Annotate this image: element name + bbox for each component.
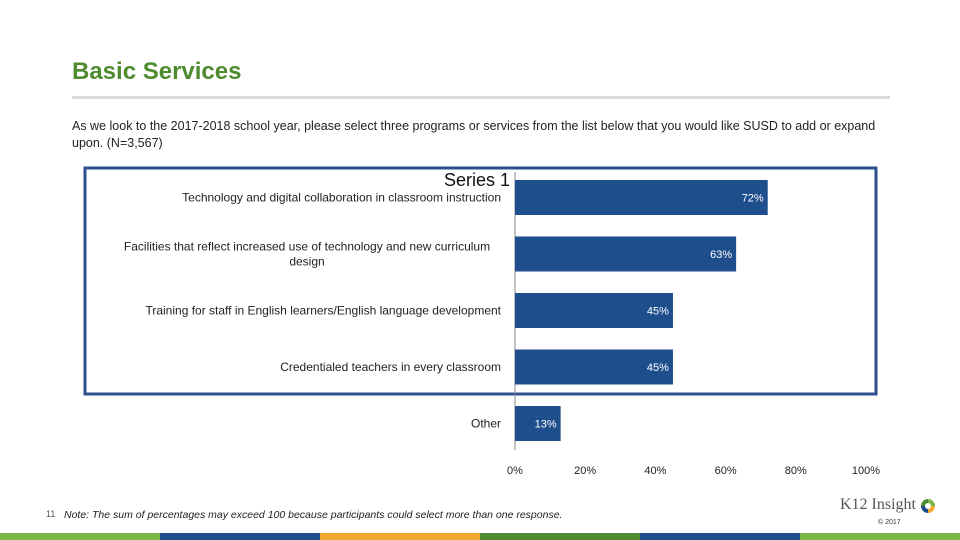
k12-insight-logo-icon (921, 499, 935, 513)
x-tick-label: 20% (574, 465, 596, 477)
x-tick-label: 0% (507, 465, 523, 477)
footer-bar-segment (0, 533, 160, 540)
bar (515, 236, 737, 272)
x-tick-label: 60% (715, 465, 737, 477)
data-label: 45% (647, 306, 669, 318)
bar (515, 406, 561, 441)
category-label: design (289, 255, 324, 269)
bar (515, 180, 768, 215)
copyright-text: © 2017 (878, 519, 901, 526)
company-logo: K12 Insight (840, 496, 940, 526)
page-number: 11 (46, 509, 56, 519)
highlight-box (83, 166, 878, 396)
category-label: Technology and digital collaboration in … (182, 191, 501, 205)
data-label: 13% (535, 419, 557, 431)
footer-bar-segment (160, 533, 320, 540)
footer-bar-segment (320, 533, 480, 540)
chart-title: Series 1 (444, 170, 510, 190)
footer-bar-segment (640, 533, 800, 540)
category-label: Facilities that reflect increased use of… (124, 240, 490, 254)
survey-question: As we look to the 2017-2018 school year,… (72, 119, 876, 150)
bar (515, 293, 673, 328)
slide-title: Basic Services (72, 58, 242, 85)
title-divider (72, 96, 890, 99)
footer-color-bar (0, 533, 960, 540)
category-label: Other (471, 417, 501, 431)
footnote: Note: The sum of percentages may exceed … (64, 509, 563, 521)
x-tick-label: 80% (785, 465, 807, 477)
category-label: Training for staff in English learners/E… (145, 304, 501, 318)
x-tick-label: 40% (644, 465, 666, 477)
category-label: Credentialed teachers in every classroom (280, 360, 501, 374)
data-label: 45% (647, 362, 669, 374)
x-tick-label: 100% (852, 465, 880, 477)
footer-bar-segment (800, 533, 960, 540)
logo-text: K12 Insight (840, 496, 916, 513)
footer-bar-segment (480, 533, 640, 540)
data-label: 72% (742, 193, 764, 205)
data-label: 63% (710, 249, 732, 261)
bar (515, 349, 673, 385)
